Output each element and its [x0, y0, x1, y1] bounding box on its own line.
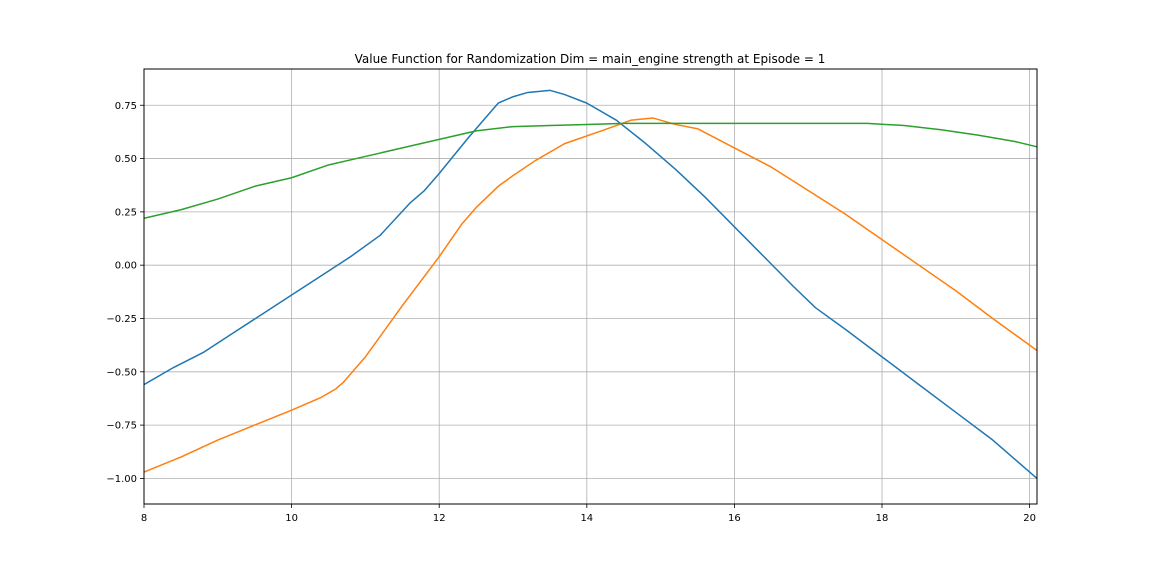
y-tick-label: −0.25 — [106, 314, 137, 325]
y-tick-label: 0.00 — [115, 261, 137, 272]
x-tick-label: 18 — [876, 513, 889, 524]
y-tick-label: 0.75 — [115, 101, 137, 112]
x-tick-label: 14 — [580, 513, 593, 524]
y-tick-label: −0.50 — [106, 367, 137, 378]
x-tick-label: 12 — [433, 513, 446, 524]
x-tick-label: 8 — [141, 513, 147, 524]
x-tick-label: 20 — [1023, 513, 1036, 524]
plot-frame — [143, 68, 1038, 505]
y-tick-label: 0.50 — [115, 154, 137, 165]
y-tick-label: −0.75 — [106, 421, 137, 432]
x-tick-label: 16 — [728, 513, 741, 524]
series-line-2 — [143, 117, 1038, 473]
series-line-1 — [143, 89, 1038, 479]
x-tick-label: 10 — [285, 513, 298, 524]
x-axis: 8 10 12 14 16 18 20 — [141, 504, 1036, 524]
y-tick-label: 0.25 — [115, 207, 137, 218]
y-tick-label: −1.00 — [106, 474, 137, 485]
chart-title: Value Function for Randomization Dim = m… — [355, 52, 826, 66]
series-line-3 — [143, 122, 1038, 219]
grid — [143, 69, 1037, 504]
y-axis: 0.75 0.50 0.25 0.00 −0.25 −0.50 −0.75 −1.00 — [106, 101, 144, 485]
series-lines — [143, 89, 1038, 479]
